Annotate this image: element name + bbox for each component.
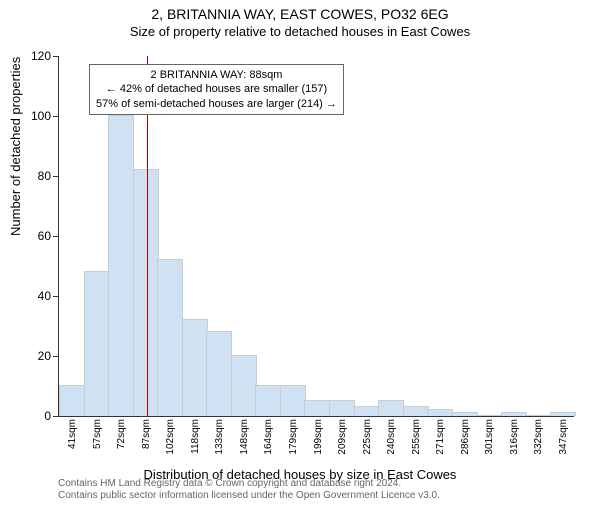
histogram-bar — [108, 115, 134, 416]
histogram-bar — [280, 385, 306, 416]
histogram-bar — [304, 400, 330, 416]
histogram-bar — [476, 415, 502, 416]
x-tick-label: 209sqm — [337, 419, 348, 455]
x-tick-label: 179sqm — [288, 419, 299, 455]
y-tick — [53, 296, 59, 297]
x-tick-label: 225sqm — [362, 419, 373, 455]
y-tick — [53, 236, 59, 237]
histogram-bar — [157, 259, 183, 416]
x-tick-label: 118sqm — [190, 419, 201, 454]
x-tick-label: 87sqm — [141, 419, 152, 449]
y-tick-label: 60 — [38, 229, 51, 243]
footer-line2: Contains public sector information licen… — [58, 490, 590, 502]
histogram-bar — [255, 385, 281, 416]
histogram-bar — [206, 331, 232, 416]
chart-plot-area: 02040608010012041sqm57sqm72sqm87sqm102sq… — [58, 56, 574, 417]
x-tick-label: 199sqm — [313, 419, 324, 455]
histogram-bar — [525, 415, 551, 416]
x-tick-label: 301sqm — [484, 419, 495, 455]
x-tick-label: 255sqm — [411, 419, 422, 455]
y-tick-label: 100 — [31, 109, 51, 123]
x-tick-label: 164sqm — [263, 419, 274, 455]
histogram-bar — [501, 412, 527, 416]
title-address: 2, BRITANNIA WAY, EAST COWES, PO32 6EG — [0, 6, 600, 22]
annotation-box: 2 BRITANNIA WAY: 88sqm← 42% of detached … — [89, 64, 344, 115]
histogram-bar — [403, 406, 429, 416]
x-tick-label: 271sqm — [435, 419, 446, 455]
histogram-bar — [550, 412, 576, 416]
y-tick — [53, 416, 59, 417]
title-subtitle: Size of property relative to detached ho… — [0, 24, 600, 39]
x-tick-label: 41sqm — [67, 419, 78, 449]
x-tick-label: 133sqm — [214, 419, 225, 455]
annotation-line1: 2 BRITANNIA WAY: 88sqm — [96, 68, 337, 82]
y-tick-label: 80 — [38, 169, 51, 183]
y-tick-label: 120 — [31, 49, 51, 63]
x-tick-label: 240sqm — [386, 419, 397, 455]
y-tick-label: 0 — [44, 409, 51, 423]
histogram-bar — [354, 406, 380, 416]
y-tick — [53, 356, 59, 357]
annotation-line3: 57% of semi-detached houses are larger (… — [96, 97, 337, 111]
histogram-bar — [59, 385, 85, 416]
histogram-bar — [84, 271, 110, 416]
x-tick-label: 57sqm — [92, 419, 103, 449]
footer-line1: Contains HM Land Registry data © Crown c… — [58, 478, 590, 490]
histogram-bar — [378, 400, 404, 416]
histogram-bar — [427, 409, 453, 416]
histogram-bar — [452, 412, 478, 416]
y-tick — [53, 56, 59, 57]
x-tick-label: 286sqm — [460, 419, 471, 455]
x-tick-label: 316sqm — [509, 419, 520, 455]
x-tick-label: 72sqm — [116, 419, 127, 449]
footer-credits: Contains HM Land Registry data © Crown c… — [58, 478, 590, 502]
y-tick-label: 20 — [38, 349, 51, 363]
annotation-line2: ← 42% of detached houses are smaller (15… — [96, 82, 337, 96]
histogram-bar — [329, 400, 355, 416]
histogram-bar — [133, 169, 159, 416]
histogram-bar — [231, 355, 257, 416]
y-tick — [53, 176, 59, 177]
y-axis-label: Number of detached properties — [8, 57, 23, 236]
y-tick — [53, 116, 59, 117]
x-tick-label: 332sqm — [533, 419, 544, 455]
histogram-bar — [182, 319, 208, 416]
y-tick-label: 40 — [38, 289, 51, 303]
x-tick-label: 148sqm — [239, 419, 250, 455]
x-tick-label: 347sqm — [558, 419, 569, 455]
x-tick-label: 102sqm — [165, 419, 176, 455]
